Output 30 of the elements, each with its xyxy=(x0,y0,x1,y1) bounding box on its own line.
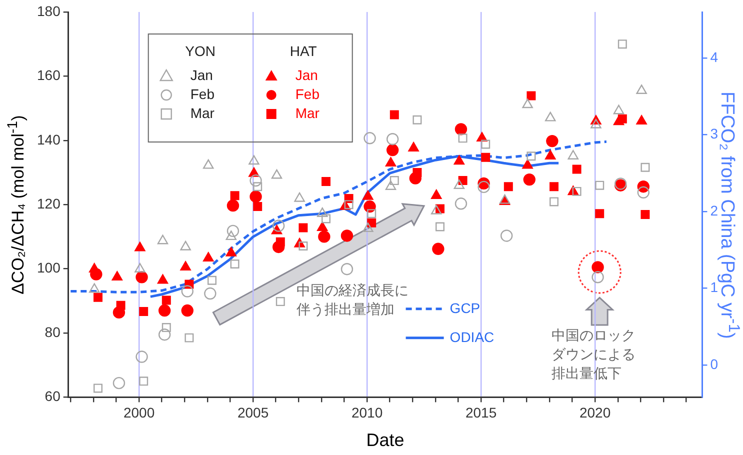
y2-tick-label: 3 xyxy=(710,126,718,142)
x-axis-title: Date xyxy=(366,430,404,451)
y-tick-label: 140 xyxy=(37,131,61,148)
y2-tick-label: 4 xyxy=(710,48,718,65)
legend-label: Jan xyxy=(295,66,318,83)
y-tick-label: 160 xyxy=(37,67,61,84)
legend-label: Mar xyxy=(295,104,320,121)
y-tick-label: 180 xyxy=(37,2,61,19)
legend-label: Feb xyxy=(190,86,215,102)
legend-label: ODIAC xyxy=(450,328,494,345)
annotation: 中国の経済成長に伴う排出量増加 xyxy=(296,282,408,318)
y-tick-label: 80 xyxy=(44,324,61,340)
x-tick-label: 2005 xyxy=(237,404,269,420)
y2-tick-label: 2 xyxy=(710,202,718,218)
y2-tick-label: 1 xyxy=(710,279,718,296)
y-tick-label: 120 xyxy=(37,195,61,212)
annotation: 中国のロックダウンによる排出量低下 xyxy=(552,327,636,382)
annotation: HAT xyxy=(290,42,318,59)
y-tick-label: 100 xyxy=(37,260,61,276)
y2-tick-label: 0 xyxy=(710,356,718,372)
legend-title: YON xyxy=(185,42,216,59)
x-tick-label: 2015 xyxy=(465,404,497,420)
x-tick-label: 2000 xyxy=(123,404,155,420)
x-tick-label: 2010 xyxy=(351,404,383,420)
legend-label: Jan xyxy=(190,66,213,83)
x-tick-label: 2020 xyxy=(579,404,611,420)
y-tick-label: 60 xyxy=(44,388,61,404)
legend-label: GCP xyxy=(450,300,480,316)
legend-label: Mar xyxy=(190,104,215,121)
legend-label: Feb xyxy=(295,86,320,102)
